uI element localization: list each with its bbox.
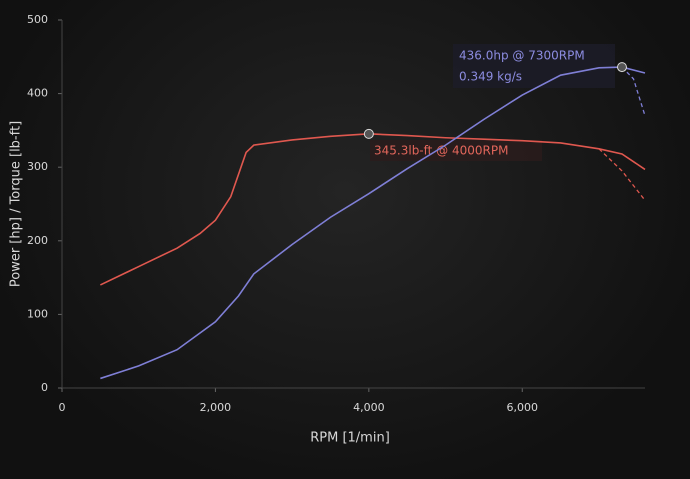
x-tick-label: 0 bbox=[59, 401, 66, 414]
annotation: 436.0hp @ 7300RPM bbox=[459, 49, 585, 63]
annotation: 345.3lb-ft @ 4000RPM bbox=[374, 144, 508, 158]
x-tick-label: 4,000 bbox=[353, 401, 385, 414]
dashed-line bbox=[621, 66, 646, 116]
dashed-line bbox=[598, 148, 646, 201]
x-axis-label: RPM [1/min] bbox=[310, 431, 390, 446]
y-tick-label: 200 bbox=[27, 234, 48, 247]
annotation: 0.349 kg/s bbox=[459, 70, 522, 84]
annotation-box bbox=[370, 140, 542, 161]
y-tick-label: 400 bbox=[27, 87, 48, 100]
y-tick-label: 500 bbox=[27, 13, 48, 26]
annotation-box bbox=[453, 44, 615, 88]
y-tick-label: 0 bbox=[41, 381, 48, 394]
peak-marker bbox=[616, 62, 627, 73]
x-tick-label: 6,000 bbox=[507, 401, 539, 414]
y-axis-label: Power [hp] / Torque [lb-ft] bbox=[9, 121, 24, 287]
line bbox=[100, 66, 646, 380]
x-tick-label: 2,000 bbox=[200, 401, 232, 414]
line bbox=[100, 133, 646, 286]
y-tick-label: 300 bbox=[27, 160, 48, 173]
peak-marker bbox=[363, 128, 374, 139]
y-tick-label: 100 bbox=[27, 307, 48, 320]
